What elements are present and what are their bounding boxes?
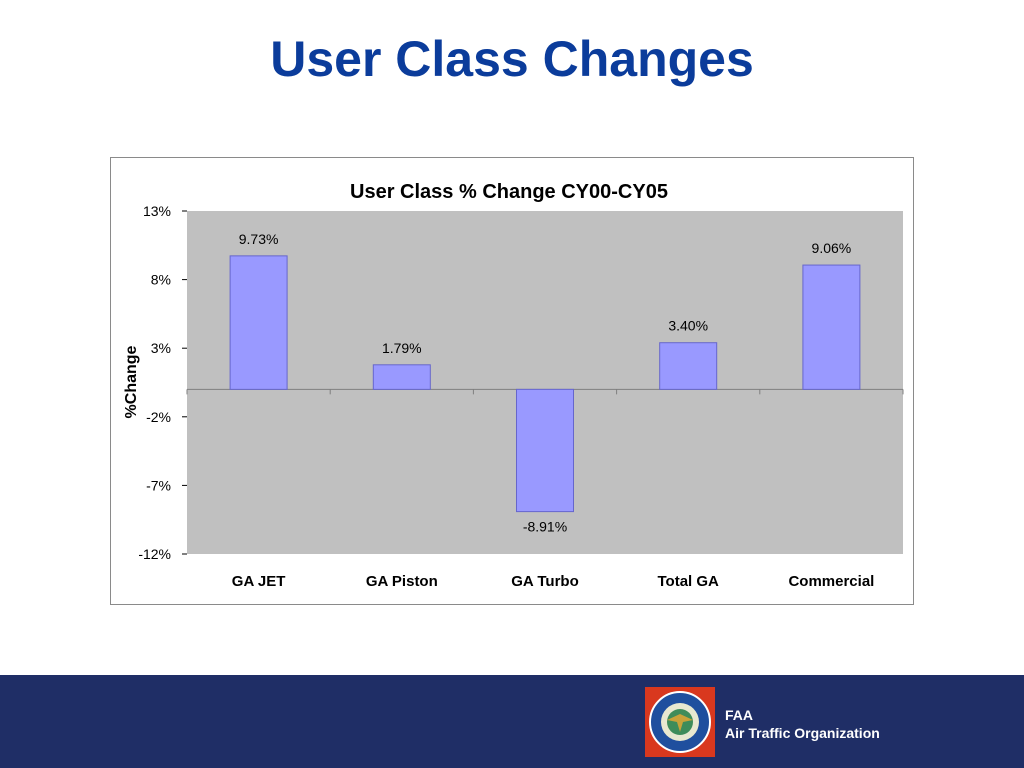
y-axis-label: %Change xyxy=(123,345,140,418)
data-label: 3.40% xyxy=(668,318,708,334)
x-tick-label: GA Turbo xyxy=(511,573,579,590)
bar-ga-turbo xyxy=(516,388,574,513)
bar-ga-piston xyxy=(372,364,431,390)
y-tick-label: 13% xyxy=(143,203,171,219)
data-label: 9.73% xyxy=(239,231,279,247)
data-label: -8.91% xyxy=(523,519,567,535)
footer-line-faa: FAA xyxy=(725,707,753,723)
y-tick-label: 3% xyxy=(151,340,171,356)
slide-title: User Class Changes xyxy=(270,31,754,87)
x-tick-label: GA Piston xyxy=(366,573,438,590)
footer-band xyxy=(0,675,1024,768)
y-tick-label: -2% xyxy=(146,409,171,425)
x-tick-label: GA JET xyxy=(232,573,286,590)
bar-chart: User Class % Change CY00-CY05 %Change 13… xyxy=(123,181,904,590)
data-label: 9.06% xyxy=(812,240,852,256)
x-tick-label: Total GA xyxy=(658,573,720,590)
y-tick-label: 8% xyxy=(151,272,171,288)
data-label: 1.79% xyxy=(382,340,422,356)
chart-frame: User Class % Change CY00-CY05 %Change 13… xyxy=(110,157,914,605)
footer-line-ato: Air Traffic Organization xyxy=(725,725,880,741)
y-tick-label: -7% xyxy=(146,477,171,493)
footer-org-text: FAA Air Traffic Organization xyxy=(725,706,880,742)
bar-total-ga xyxy=(659,342,718,390)
bar-ga-jet xyxy=(229,255,288,390)
y-tick-label: -12% xyxy=(138,546,171,562)
x-tick-label: Commercial xyxy=(788,573,874,590)
faa-seal-icon xyxy=(645,687,715,757)
chart-title: User Class % Change CY00-CY05 xyxy=(350,181,668,203)
bar-commercial xyxy=(802,264,861,390)
